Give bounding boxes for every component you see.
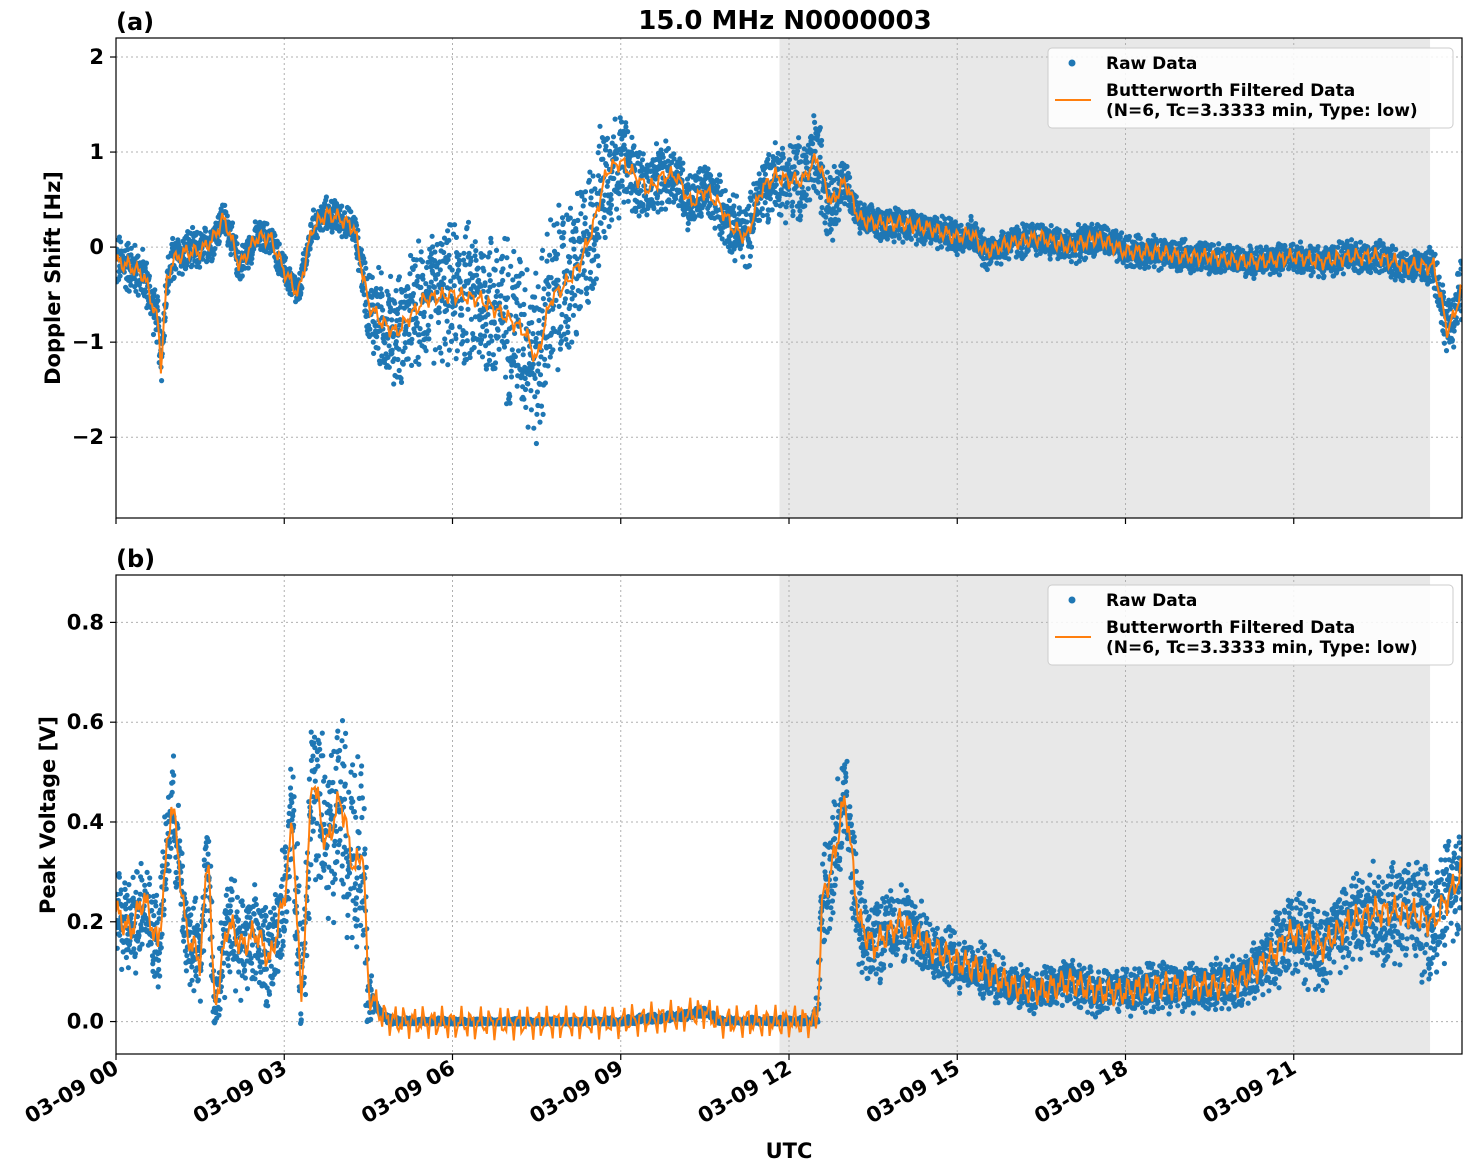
chart-title: 15.0 MHz N0000003: [638, 6, 931, 36]
x-tick-labels: 03-09 00 03-09 03 03-09 06 03-09 09 03-09 12…: [21, 1056, 1301, 1129]
y-tick-label: 0.0: [67, 1010, 104, 1034]
legend-filtered-params: (N=6, Tc=3.3333 min, Type: low): [1106, 101, 1418, 121]
y-tick-label: 0: [89, 235, 104, 259]
x-tick-label: 03-09 21: [1198, 1056, 1300, 1129]
filtered-line: [116, 784, 1462, 1041]
legend: Raw Data Butterworth Filtered Data(N=6, T…: [1047, 47, 1454, 129]
x-tick-label: 03-09 12: [694, 1056, 796, 1129]
y-tick-label: −2: [72, 425, 104, 449]
y-tick-label: 0.6: [67, 710, 104, 734]
x-tick-label: 03-09 15: [862, 1056, 964, 1129]
legend-raw-label: Raw Data: [1106, 54, 1197, 74]
x-tick-label: 03-09 03: [189, 1056, 291, 1129]
x-tick-label: 03-09 09: [525, 1056, 627, 1129]
filtered-series: [116, 784, 1462, 1041]
y-tick-label: 0.4: [67, 810, 104, 834]
legend-filtered-label: Butterworth Filtered Data: [1106, 618, 1355, 638]
panel-a-y-axis-label: Doppler Shift [Hz]: [41, 171, 65, 385]
panel-b-peak-voltage: 0.8 0.6 0.4 0.2 0.0 Raw Data Butterworth Filte…: [67, 574, 1463, 1060]
x-tick-label: 03-09 06: [357, 1056, 459, 1129]
x-axis-label: UTC: [766, 1139, 813, 1163]
panel-b-y-axis-label: Peak Voltage [V]: [36, 716, 60, 914]
legend-raw-marker: [1068, 59, 1076, 67]
panel-a-label: (a): [116, 8, 154, 36]
legend-box: [1047, 47, 1454, 129]
y-tick-label: −1: [72, 330, 104, 354]
legend-raw-label: Raw Data: [1106, 591, 1197, 611]
filtered-line: [116, 153, 1462, 374]
legend-raw-marker: [1068, 596, 1076, 604]
y-tick-label: 0.8: [67, 610, 104, 634]
x-tick-label: 03-09 18: [1030, 1056, 1132, 1129]
legend-filtered-params: (N=6, Tc=3.3333 min, Type: low): [1106, 638, 1418, 658]
filtered-series: [116, 153, 1462, 374]
x-tick-label: 03-09 00: [21, 1056, 123, 1129]
panel-a-doppler-shift: 2 1 0 −1 −2 Raw Data Butterworth Filtered Data…: [72, 37, 1463, 524]
legend-filtered-label: Butterworth Filtered Data: [1106, 81, 1355, 101]
y-tick-label: 1: [89, 140, 104, 164]
panel-b-label: (b): [116, 545, 155, 573]
y-tick-label: 0.2: [67, 910, 104, 934]
legend-box: [1047, 584, 1454, 666]
y-tick-label: 2: [89, 45, 104, 69]
legend: Raw Data Butterworth Filtered Data(N=6, T…: [1047, 584, 1454, 666]
